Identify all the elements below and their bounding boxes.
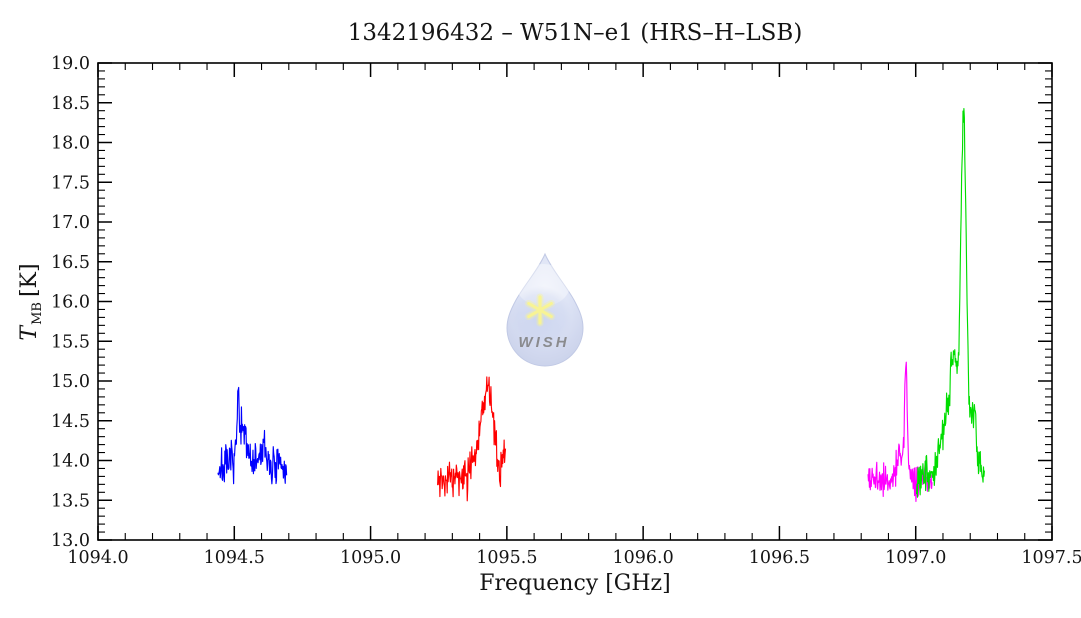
y-tick-label: 14.5: [51, 412, 90, 432]
y-tick-label: 19.0: [51, 54, 90, 74]
y-tick-label: 16.5: [51, 253, 90, 273]
y-axis-unit: [K]: [17, 263, 42, 297]
spectrum-segment-magenta: [867, 361, 933, 503]
axis-ticks: [97, 62, 1053, 541]
x-tick-label: 1094.0: [67, 548, 128, 568]
y-axis-subscript: MB: [30, 302, 45, 325]
watermark-text: WISH: [518, 334, 569, 351]
x-axis-label: Frequency [GHz]: [479, 571, 671, 596]
spectrum-segment-green: [915, 108, 985, 498]
y-tick-label: 15.5: [51, 332, 90, 352]
y-tick-label: 13.5: [51, 491, 90, 511]
y-axis-symbol: T: [17, 324, 42, 341]
star-icon: [525, 293, 555, 327]
y-tick-label: 15.0: [51, 372, 90, 392]
x-tick-label: 1094.5: [204, 548, 265, 568]
y-tick-label: 17.0: [51, 213, 90, 233]
y-tick-label: 17.5: [51, 173, 90, 193]
y-tick-label: 16.0: [51, 293, 90, 313]
y-axis-label: TMB [K]: [17, 263, 45, 340]
spectrum-segment-red: [437, 376, 507, 502]
x-tick-label: 1095.5: [476, 548, 537, 568]
x-tick-label: 1097.0: [885, 548, 946, 568]
x-tick-label: 1095.0: [340, 548, 401, 568]
y-tick-label: 14.0: [51, 452, 90, 472]
spectrum-series: [217, 108, 985, 503]
axis-tick-labels: 1094.0 1094.5 1095.0 1095.5 1096.0 1096.5 1097…: [51, 54, 1081, 568]
wish-watermark: WISH: [506, 252, 584, 367]
y-tick-label: 18.5: [51, 94, 90, 114]
x-tick-label: 1096.0: [613, 548, 674, 568]
x-tick-label: 1097.5: [1021, 548, 1081, 568]
spectrum-segment-blue: [217, 386, 288, 485]
drop-inner-glow: [510, 286, 572, 348]
chart-title: 1342196432 – W51N–e1 (HRS–H–LSB): [348, 20, 803, 46]
y-tick-label: 18.0: [51, 134, 90, 154]
x-tick-label: 1096.5: [749, 548, 810, 568]
y-tick-label: 13.0: [51, 531, 90, 551]
